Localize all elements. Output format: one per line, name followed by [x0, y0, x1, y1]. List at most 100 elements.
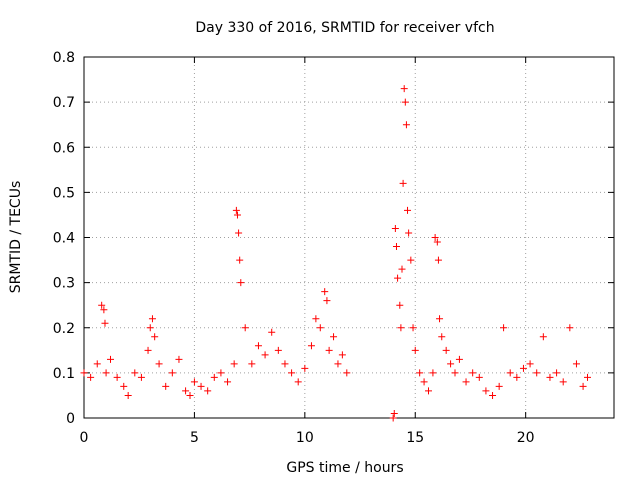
data-point — [438, 333, 446, 341]
y-tick-label: 0.3 — [53, 276, 75, 292]
data-point — [294, 378, 302, 386]
data-point — [323, 297, 331, 305]
data-point — [334, 360, 342, 368]
data-point — [394, 274, 402, 282]
data-point — [434, 256, 442, 264]
data-point — [405, 229, 413, 237]
data-point — [429, 369, 437, 377]
data-point — [254, 342, 262, 350]
data-point — [137, 373, 145, 381]
data-point — [579, 382, 587, 390]
axis-ticks: 0 0.1 0.2 0.3 0.4 0.5 0.6 0.7 0.8 0 5 10 15 20 — [53, 50, 614, 446]
data-point — [107, 355, 114, 363]
y-tick-label: 0.7 — [53, 95, 75, 111]
data-point — [572, 360, 580, 368]
data-point — [338, 351, 346, 359]
data-point — [411, 346, 419, 354]
data-point — [546, 373, 554, 381]
data-point — [233, 211, 241, 219]
data-point — [321, 288, 329, 296]
data-point — [475, 373, 483, 381]
data-point — [316, 324, 324, 332]
data-point — [396, 301, 404, 309]
data-point — [402, 121, 410, 129]
data-point — [539, 333, 547, 341]
data-point — [197, 382, 205, 390]
data-point — [401, 98, 409, 106]
y-tick-label: 0.8 — [53, 50, 75, 66]
x-axis-label: GPS time / hours — [286, 460, 403, 476]
data-point — [451, 369, 459, 377]
data-point — [224, 378, 232, 386]
data-point — [392, 243, 400, 251]
y-tick-label: 0.2 — [53, 321, 75, 337]
data-point — [307, 342, 315, 350]
y-axis-label: SRMTID / TECUs — [8, 181, 24, 294]
data-point — [102, 369, 110, 377]
data-point — [330, 333, 338, 341]
data-point — [162, 382, 170, 390]
data-point — [389, 414, 397, 422]
data-point — [500, 324, 508, 332]
data-point — [584, 373, 591, 381]
data-point — [237, 279, 245, 287]
data-point — [343, 369, 351, 377]
data-point — [400, 85, 408, 93]
data-point — [281, 360, 289, 368]
data-point — [113, 373, 121, 381]
data-point — [168, 369, 176, 377]
data-point — [241, 324, 249, 332]
data-point — [425, 387, 432, 395]
data-point — [442, 346, 450, 354]
data-point — [404, 206, 412, 214]
data-point — [232, 206, 240, 214]
data-point — [146, 324, 154, 332]
data-point — [390, 409, 398, 417]
data-point — [236, 256, 244, 264]
y-tick-label: 0.6 — [53, 140, 75, 156]
data-point — [248, 360, 256, 368]
data-point — [204, 387, 212, 395]
data-point — [217, 369, 225, 377]
data-point — [397, 324, 405, 332]
data-point — [301, 364, 309, 372]
data-point — [455, 355, 463, 363]
data-point — [489, 391, 497, 399]
data-point — [409, 324, 417, 332]
x-tick-label: 5 — [190, 430, 199, 446]
y-tick-label: 0.4 — [53, 231, 75, 247]
data-point — [87, 373, 95, 381]
data-point — [526, 360, 534, 368]
data-point — [210, 373, 218, 381]
data-point — [268, 328, 276, 336]
x-tick-label: 20 — [517, 430, 535, 446]
data-point — [566, 324, 574, 332]
data-point — [274, 346, 282, 354]
data-point — [433, 238, 441, 246]
data-point — [462, 378, 470, 386]
data-point — [182, 387, 190, 395]
data-point — [312, 315, 320, 323]
data-point — [235, 229, 243, 237]
data-point — [175, 355, 183, 363]
data-point — [131, 369, 139, 377]
data-point — [447, 360, 455, 368]
data-point — [533, 369, 541, 377]
data-point — [190, 378, 198, 386]
data-point — [148, 315, 156, 323]
data-point — [98, 301, 106, 309]
data-point — [144, 346, 152, 354]
chart-title: Day 330 of 2016, SRMTID for receiver vfc… — [195, 20, 494, 36]
data-point — [431, 234, 439, 241]
data-point — [398, 265, 406, 273]
data-point — [325, 346, 333, 354]
data-point — [436, 315, 444, 323]
data-point — [151, 333, 159, 341]
data-point — [553, 369, 561, 377]
data-point — [519, 364, 527, 372]
x-tick-label: 0 — [80, 430, 89, 446]
data-point — [101, 319, 109, 327]
data-point — [420, 378, 428, 386]
y-tick-label: 0.1 — [53, 366, 75, 382]
y-tick-label: 0.5 — [53, 185, 75, 201]
